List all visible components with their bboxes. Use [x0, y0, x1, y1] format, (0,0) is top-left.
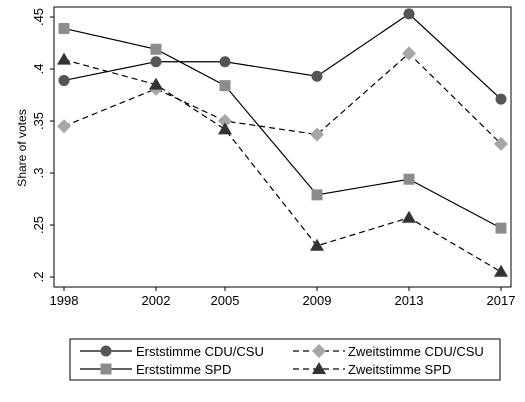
legend-label: Erststimme CDU/CSU	[136, 344, 264, 359]
x-axis: 1998 2002 2005 2009 2013 2017	[50, 287, 516, 308]
legend-marker	[100, 345, 112, 357]
legend-marker	[100, 363, 112, 375]
x-tick-label: 2013	[395, 293, 424, 308]
legend-label: Zweitstimme SPD	[348, 362, 451, 377]
data-point	[58, 74, 70, 86]
legend-marker	[312, 362, 326, 374]
legend-item: Zweitstimme CDU/CSU	[293, 344, 484, 359]
series-line	[63, 52, 502, 145]
series-3	[58, 22, 507, 234]
data-point	[219, 80, 231, 92]
y-tick-label: .2	[31, 272, 46, 283]
series-line	[63, 27, 502, 229]
data-point	[402, 46, 416, 61]
series-1	[58, 8, 507, 105]
data-point	[495, 93, 507, 105]
x-tick-label: 2005	[211, 293, 240, 308]
data-point	[218, 122, 232, 135]
y-tick-label: .4	[31, 64, 46, 75]
x-tick-label: 2017	[487, 293, 516, 308]
y-axis: .2 .25 .3 .35 .4 .45	[31, 8, 54, 282]
series-4	[57, 52, 508, 277]
data-point	[219, 56, 231, 68]
data-point	[403, 173, 415, 185]
data-point	[149, 77, 163, 90]
legend: Erststimme CDU/CSU Zweitstimme CDU/CSU Ers…	[80, 344, 484, 377]
data-point	[57, 52, 71, 65]
legend-label: Erststimme SPD	[136, 362, 231, 377]
series-layer	[57, 8, 508, 277]
x-tick-label: 2002	[142, 293, 171, 308]
y-tick-label: .3	[31, 168, 46, 179]
legend-marker	[312, 344, 326, 358]
y-tick-label: .45	[31, 8, 46, 26]
x-tick-label: 1998	[50, 293, 79, 308]
y-tick-label: .25	[31, 216, 46, 234]
data-point	[402, 210, 416, 223]
data-point	[218, 114, 232, 128]
x-tick-label: 2009	[303, 293, 332, 308]
data-point	[494, 136, 508, 151]
data-point	[311, 189, 323, 201]
data-point	[150, 43, 162, 55]
data-point	[495, 222, 507, 234]
data-point	[311, 70, 323, 82]
data-point	[150, 56, 162, 68]
legend-box	[69, 338, 501, 381]
data-point	[310, 238, 324, 251]
legend-label: Zweitstimme CDU/CSU	[348, 344, 484, 359]
data-point	[57, 119, 71, 134]
data-point	[403, 8, 415, 20]
legend-item: Erststimme CDU/CSU	[80, 344, 264, 359]
data-point	[494, 264, 508, 277]
series-line	[63, 13, 502, 100]
y-tick-label: .35	[31, 112, 46, 130]
data-point	[310, 127, 324, 142]
series-line	[63, 59, 502, 273]
legend-item: Erststimme SPD	[80, 362, 231, 377]
y-axis-label: Share of votes	[15, 109, 29, 186]
data-point	[58, 22, 70, 34]
legend-item: Zweitstimme SPD	[293, 362, 451, 377]
plot-frame	[53, 6, 512, 288]
